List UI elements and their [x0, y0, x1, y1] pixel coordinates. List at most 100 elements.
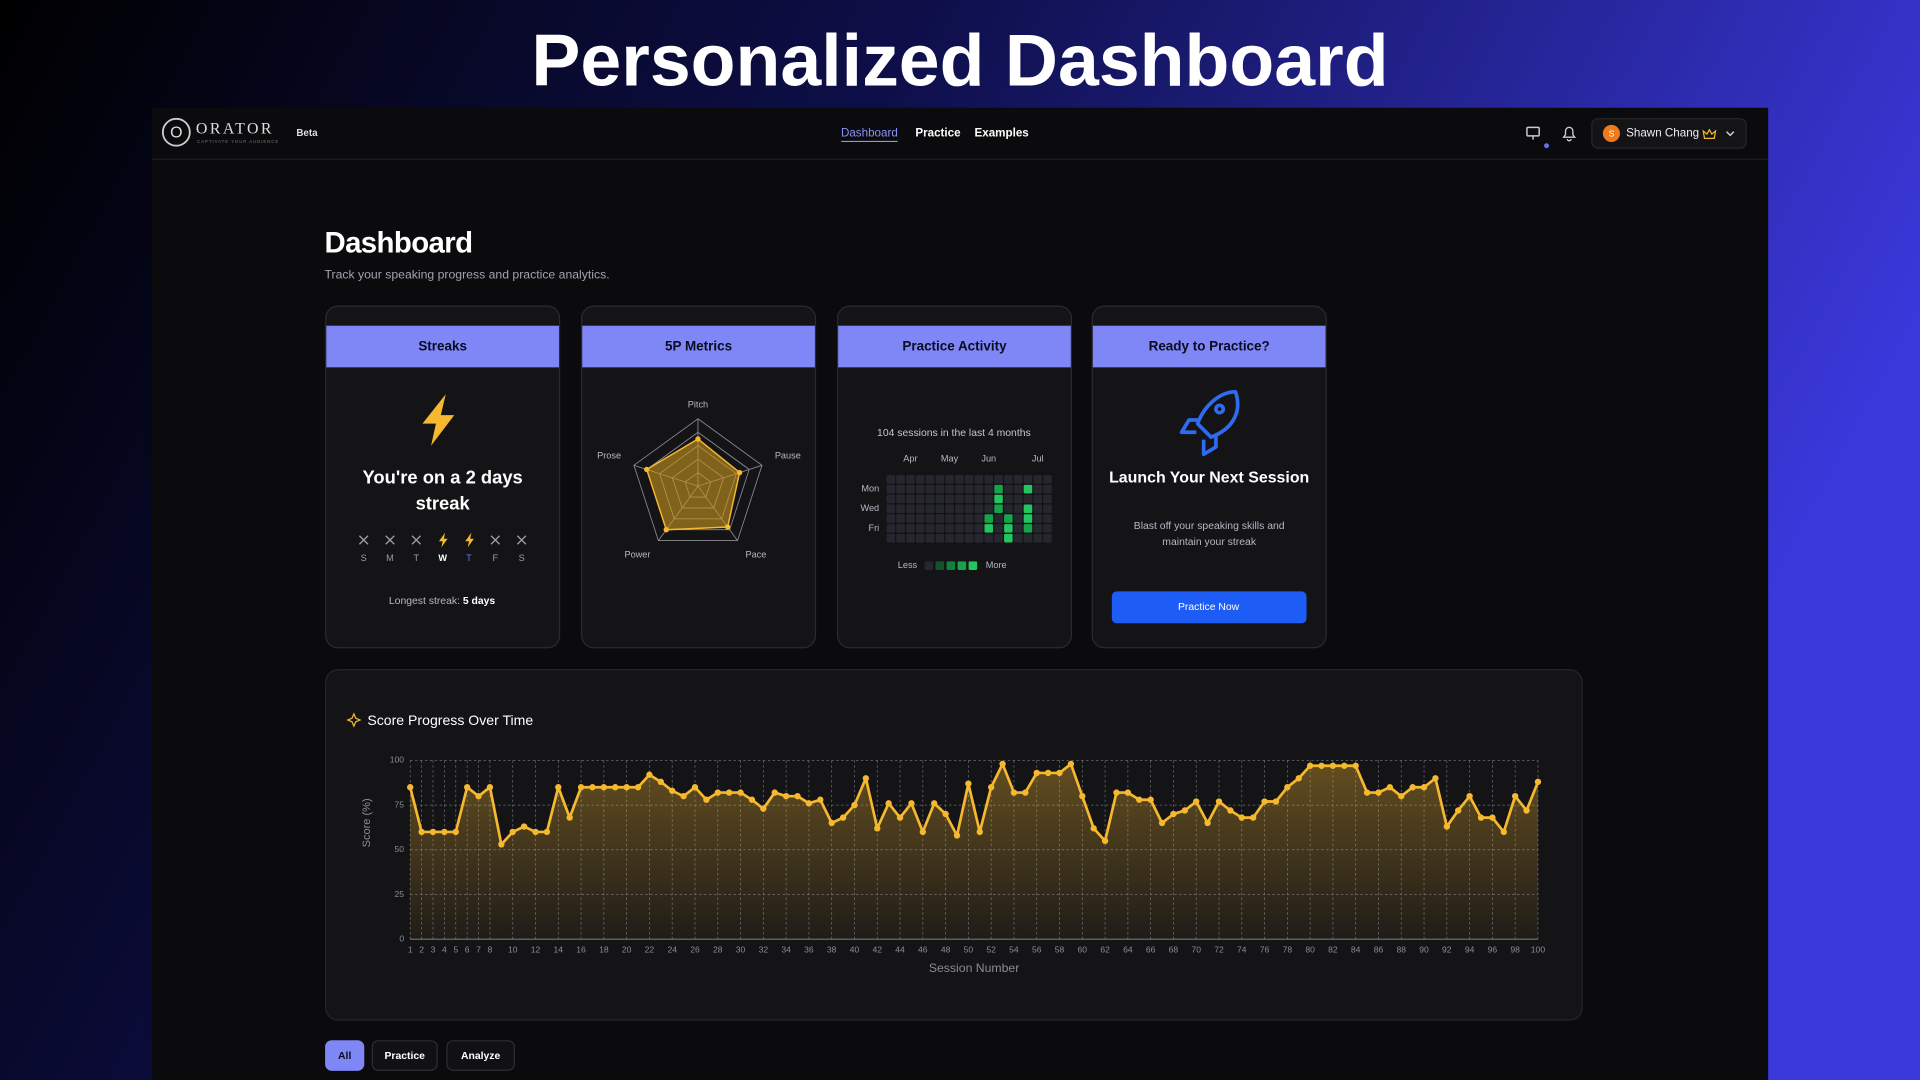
heatmap-cell — [915, 484, 925, 494]
x-tick-label: 68 — [1169, 944, 1179, 954]
heatmap-cell — [915, 475, 925, 484]
heatmap-cell — [974, 504, 984, 514]
score-point — [543, 828, 551, 836]
heatmap-cell — [896, 524, 905, 533]
chevron[interactable] — [1726, 131, 1735, 137]
streak-message: You're on a 2 days streak — [362, 467, 523, 515]
heatmap-cell — [896, 475, 905, 484]
heatmap-cell — [1043, 475, 1052, 484]
filter-button[interactable] — [325, 1040, 365, 1071]
heatmap-cell — [925, 475, 935, 484]
heatmap-cell — [945, 504, 954, 514]
status-dot — [1544, 143, 1549, 149]
card-header — [582, 325, 815, 368]
score-point — [1455, 807, 1462, 814]
brand: ORATOR — [196, 120, 274, 137]
x-tick-label: 76 — [1260, 944, 1270, 954]
x-tick-label: 16 — [576, 944, 586, 954]
filter-button[interactable] — [371, 1040, 438, 1071]
longest-value: 5 days — [463, 596, 496, 607]
score-point — [714, 789, 721, 796]
heatmap-cell — [906, 533, 915, 543]
heatmap-cell — [1033, 533, 1043, 543]
heatmap-cell — [896, 504, 905, 514]
score-point — [976, 828, 983, 836]
user-menu[interactable] — [1591, 118, 1747, 149]
heatmap-cell — [1023, 494, 1033, 504]
x-tick-label: 74 — [1237, 944, 1247, 954]
heatmap-cell — [994, 504, 1003, 514]
filter-button[interactable] — [446, 1040, 515, 1071]
radar-point — [663, 527, 669, 533]
dashboard-subtitle: Track your speaking progress and practic… — [324, 268, 609, 282]
practice-button[interactable] — [1111, 591, 1307, 624]
heatmap-cell — [1043, 533, 1052, 543]
heatmap-cell — [1013, 494, 1023, 504]
heatmap-cell — [1043, 494, 1052, 504]
heatmap-cell — [945, 533, 954, 543]
heatmap-cell — [974, 494, 984, 504]
radar-point — [736, 469, 743, 476]
score-point — [1284, 784, 1291, 791]
nav-link[interactable]: Practice — [915, 127, 961, 140]
heatmap-cell — [945, 475, 954, 484]
day-cross — [411, 535, 422, 545]
heatmap-cell — [994, 514, 1003, 523]
x-tick-label: 2 — [419, 944, 424, 954]
heatmap-cell — [994, 475, 1003, 484]
nav-link[interactable]: Dashboard — [841, 127, 898, 140]
score-point — [919, 828, 927, 836]
card — [1091, 305, 1327, 649]
heatmap-cell — [955, 533, 964, 543]
bell-icon[interactable] — [1562, 126, 1577, 142]
heatmap-cell — [886, 514, 896, 523]
heatmap-cell — [974, 533, 984, 543]
x-tick-label: 46 — [918, 944, 928, 954]
score-point — [1420, 784, 1428, 791]
user-name: Shawn Chang — [1626, 127, 1699, 140]
tagline: CAPTIVATE YOUR AUDIENCE — [197, 139, 279, 144]
filters: All Practice Analyze — [325, 1040, 515, 1071]
score-point — [429, 828, 437, 836]
x-tick-label: 60 — [1078, 944, 1088, 954]
score-point — [1295, 775, 1302, 782]
score-line — [408, 762, 1540, 846]
x-tick-label: 100 — [1531, 944, 1546, 954]
month-label: Apr — [903, 454, 917, 464]
score-point — [1363, 789, 1371, 796]
heatmap-cell — [925, 494, 935, 504]
score-point — [737, 789, 744, 796]
day-label: T — [466, 553, 472, 563]
x-tick-label: 96 — [1488, 944, 1498, 954]
radar-point — [695, 436, 701, 442]
score-point — [942, 810, 949, 818]
practice-text: Blast off your speaking skills and maint… — [1133, 519, 1285, 548]
x-tick-label: 52 — [986, 944, 996, 954]
score-point — [1329, 762, 1337, 769]
monitor-icon[interactable] — [1526, 126, 1549, 149]
avatar — [1602, 124, 1620, 143]
x-tick-label: 80 — [1305, 944, 1315, 954]
heatmap-cell — [974, 524, 984, 533]
heatmap-cell — [935, 475, 945, 484]
score-point — [1261, 798, 1268, 805]
heatmap-cell — [1004, 524, 1013, 533]
heatmap-cell — [945, 494, 954, 504]
heatmap-cell — [955, 484, 964, 494]
heatmap-cell — [1023, 514, 1033, 523]
page-title: Personalized Dashboard — [531, 19, 1388, 102]
x-tick-label: 24 — [667, 944, 677, 954]
x-tick-label: 98 — [1510, 944, 1520, 954]
nav-link[interactable]: Examples — [974, 127, 1028, 140]
legend-swatch — [935, 561, 945, 570]
legend-swatch — [946, 561, 956, 570]
score-point — [874, 825, 881, 832]
score-point — [908, 800, 915, 807]
heatmap-cell — [964, 494, 974, 504]
heatmap-cell — [1004, 475, 1013, 484]
x-tick-label: 22 — [645, 944, 655, 954]
score-point — [612, 784, 619, 791]
heatmap-cell — [994, 533, 1003, 543]
